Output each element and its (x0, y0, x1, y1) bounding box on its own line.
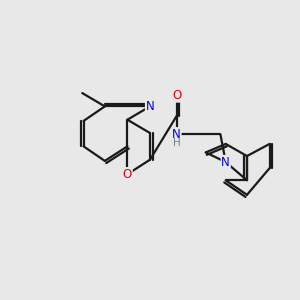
Text: N: N (221, 156, 230, 169)
Text: N: N (146, 100, 154, 113)
Text: H: H (173, 138, 180, 148)
Text: O: O (172, 89, 181, 102)
Text: N: N (172, 128, 181, 141)
Text: O: O (123, 168, 132, 181)
